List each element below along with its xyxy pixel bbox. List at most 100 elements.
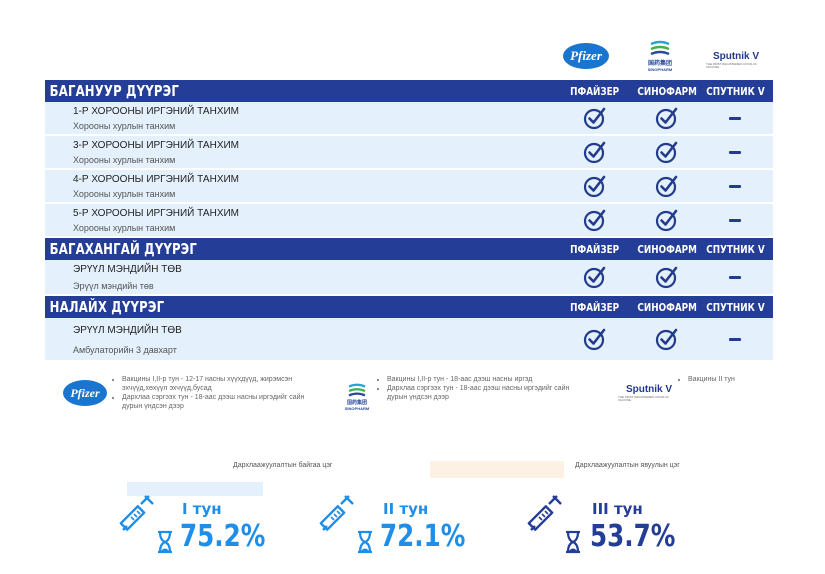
syringe-icon [318,493,360,540]
check-icon [563,102,627,134]
col-pfizer: ПФАЙЗЕР [563,296,627,318]
district-name: НАЛАЙХ ДҮҮРЭГ [49,298,165,316]
check-icon [635,318,699,360]
col-pfizer-label: ПФАЙЗЕР [570,300,620,314]
site-place: Амбулаторийн 3 давхарт [73,345,177,355]
check-icon [635,170,699,202]
col-pfizer: ПФАЙЗЕР [563,238,627,260]
col-sputnik: СПУТНИК V [703,238,767,260]
sputnik-legend-subtitle: THE FIRST REGISTERED COVID-19 VACCINE [618,394,669,402]
sinopharm-legend-cn-text: 国药集团 [346,400,367,406]
sinopharm-legend-text: SINOPHARM [344,406,370,411]
dose-2-percent: 72.1% [380,519,466,554]
sinopharm-emblem-icon [348,383,366,397]
district-name: БАГАНУУР ДҮҮРЭГ [49,82,179,100]
hourglass-icon [356,530,374,559]
site-place: Хорооны хурлын танхим [73,121,176,131]
dose-2-label: II тун [383,500,429,518]
col-sinopharm-label: СИНОФАРМ [637,84,697,98]
col-sputnik-label: СПУТНИК V [705,300,765,314]
sputnik-logo: Sputnik V THE FIRST REGISTERED COVID-19 … [706,50,766,70]
site-row: 3-Р ХОРООНЫ ИРГЭНИЙ ТАНХИМ Хорооны хурлы… [45,136,773,170]
dash-icon [703,318,767,360]
site-name: 5-Р ХОРООНЫ ИРГЭНИЙ ТАНХИМ [73,208,240,219]
site-row: ЭРҮҮЛ МЭНДИЙН ТӨВ Эрүүл мэндийн төв [45,260,773,296]
district-header: БАГАНУУР ДҮҮРЭГ ПФАЙЗЕР СИНОФАРМ СПУТНИК… [45,80,773,102]
col-pfizer-label: ПФАЙЗЕР [570,242,620,256]
col-sputnik-label: СПУТНИК V [705,84,765,98]
check-icon [563,318,627,360]
sinopharm-legend-logo: 国药集团 SINOPHARM [340,380,374,414]
sputnik-legend-logo: Sputnik V THE FIRST REGISTERED COVID-19 … [618,383,680,403]
site-row: 4-Р ХОРООНЫ ИРГЭНИЙ ТАНХИМ Хорооны хурлы… [45,170,773,204]
pfizer-logo-text: Pfizer [570,48,602,63]
site-name: 4-Р ХОРООНЫ ИРГЭНИЙ ТАНХИМ [73,174,240,185]
sinopharm-cn-text: 国药集团 [647,61,672,67]
check-icon [635,102,699,134]
col-sinopharm: СИНОФАРМ [635,80,699,102]
dose-1-percent: 75.2% [180,519,266,554]
legend-item: Вакцины I,II-р тун - 12-17 насны хүүхдүү… [122,375,317,393]
col-sputnik: СПУТНИК V [703,80,767,102]
site-name: ЭРҮҮЛ МЭНДИЙН ТӨВ [73,325,182,336]
site-row: 5-Р ХОРООНЫ ИРГЭНИЙ ТАНХИМ Хорооны хурлы… [45,204,773,238]
check-icon [635,260,699,294]
dash-icon [703,136,767,168]
check-icon [563,260,627,294]
hourglass-icon [156,530,174,559]
col-sinopharm: СИНОФАРМ [635,296,699,318]
legend-item: Дархлаа сэргээх тун - 18-аас дээш насны … [387,384,577,402]
district-header: НАЛАЙХ ДҮҮРЭГ ПФАЙЗЕР СИНОФАРМ СПУТНИК V [45,296,773,318]
sinopharm-legend: Вакцины I,II-р тун - 18-аас дээш насны и… [377,375,577,402]
hourglass-icon [564,530,582,559]
pfizer-logo: Pfizer [563,43,609,69]
vaccine-logos-header: Pfizer 国药集团 SINOPHARM Sputnik V THE FIRS… [0,38,825,74]
check-icon [635,204,699,236]
site-name: ЭРҮҮЛ МЭНДИЙН ТӨВ [73,264,182,275]
mobile-site-swatch [430,461,564,478]
dash-icon [703,170,767,202]
syringe-icon [526,493,568,540]
vaccination-sites-table: БАГАНУУР ДҮҮРЭГ ПФАЙЗЕР СИНОФАРМ СПУТНИК… [45,80,773,362]
site-row: 1-Р ХОРООНЫ ИРГЭНИЙ ТАНХИМ Хорооны хурлы… [45,102,773,136]
legend-item: Вакцины II тун [688,375,788,384]
check-icon [563,170,627,202]
sinopharm-text: SINOPHARM [647,67,673,72]
site-row: ЭРҮҮЛ МЭНДИЙН ТӨВ Амбулаторийн 3 давхарт [45,318,773,362]
col-sputnik: СПУТНИК V [703,296,767,318]
check-icon [563,136,627,168]
col-sputnik-label: СПУТНИК V [705,242,765,256]
legend-item: Дархлаа сэргээх тун - 18-аас дээш насны … [122,393,317,411]
col-sinopharm: СИНОФАРМ [635,238,699,260]
legend-item: Вакцины I,II-р тун - 18-аас дээш насны и… [387,375,577,384]
pfizer-legend-logo-text: Pfizer [70,385,100,400]
mobile-site-label: Дархлаажуулалтын явуулын цэг [575,462,680,469]
sinopharm-logo: 国药集团 SINOPHARM [643,38,677,74]
col-sinopharm-label: СИНОФАРМ [637,300,697,314]
sputnik-logo-text: Sputnik V [712,50,760,62]
col-pfizer: ПФАЙЗЕР [563,80,627,102]
col-pfizer-label: ПФАЙЗЕР [570,84,620,98]
dose-1-label: I тун [182,500,222,518]
sinopharm-emblem-icon [650,40,670,56]
dash-icon [703,102,767,134]
site-place: Хорооны хурлын танхим [73,189,176,199]
dose-3-label: III тун [592,500,643,518]
district-name: БАГАХАНГАЙ ДҮҮРЭГ [49,240,198,258]
site-place: Эрүүл мэндийн төв [73,281,154,291]
site-place: Хорооны хурлын танхим [73,155,176,165]
dash-icon [703,260,767,294]
sputnik-legend-logo-text: Sputnik V [625,383,673,395]
col-sinopharm-label: СИНОФАРМ [637,242,697,256]
site-name: 1-Р ХОРООНЫ ИРГЭНИЙ ТАНХИМ [73,106,240,117]
syringe-icon [118,493,160,540]
pfizer-legend-logo: Pfizer [63,380,107,406]
sputnik-legend: Вакцины II тун [678,375,788,384]
district-header: БАГАХАНГАЙ ДҮҮРЭГ ПФАЙЗЕР СИНОФАРМ СПУТН… [45,238,773,260]
current-site-swatch [127,482,263,496]
check-icon [563,204,627,236]
site-place: Хорооны хурлын танхим [73,223,176,233]
dose-3-percent: 53.7% [590,519,676,554]
check-icon [635,136,699,168]
site-name: 3-Р ХОРООНЫ ИРГЭНИЙ ТАНХИМ [73,140,240,151]
